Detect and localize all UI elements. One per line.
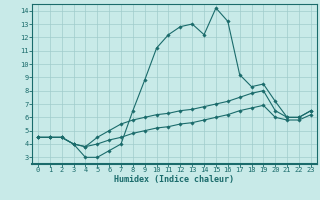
X-axis label: Humidex (Indice chaleur): Humidex (Indice chaleur) <box>115 175 234 184</box>
